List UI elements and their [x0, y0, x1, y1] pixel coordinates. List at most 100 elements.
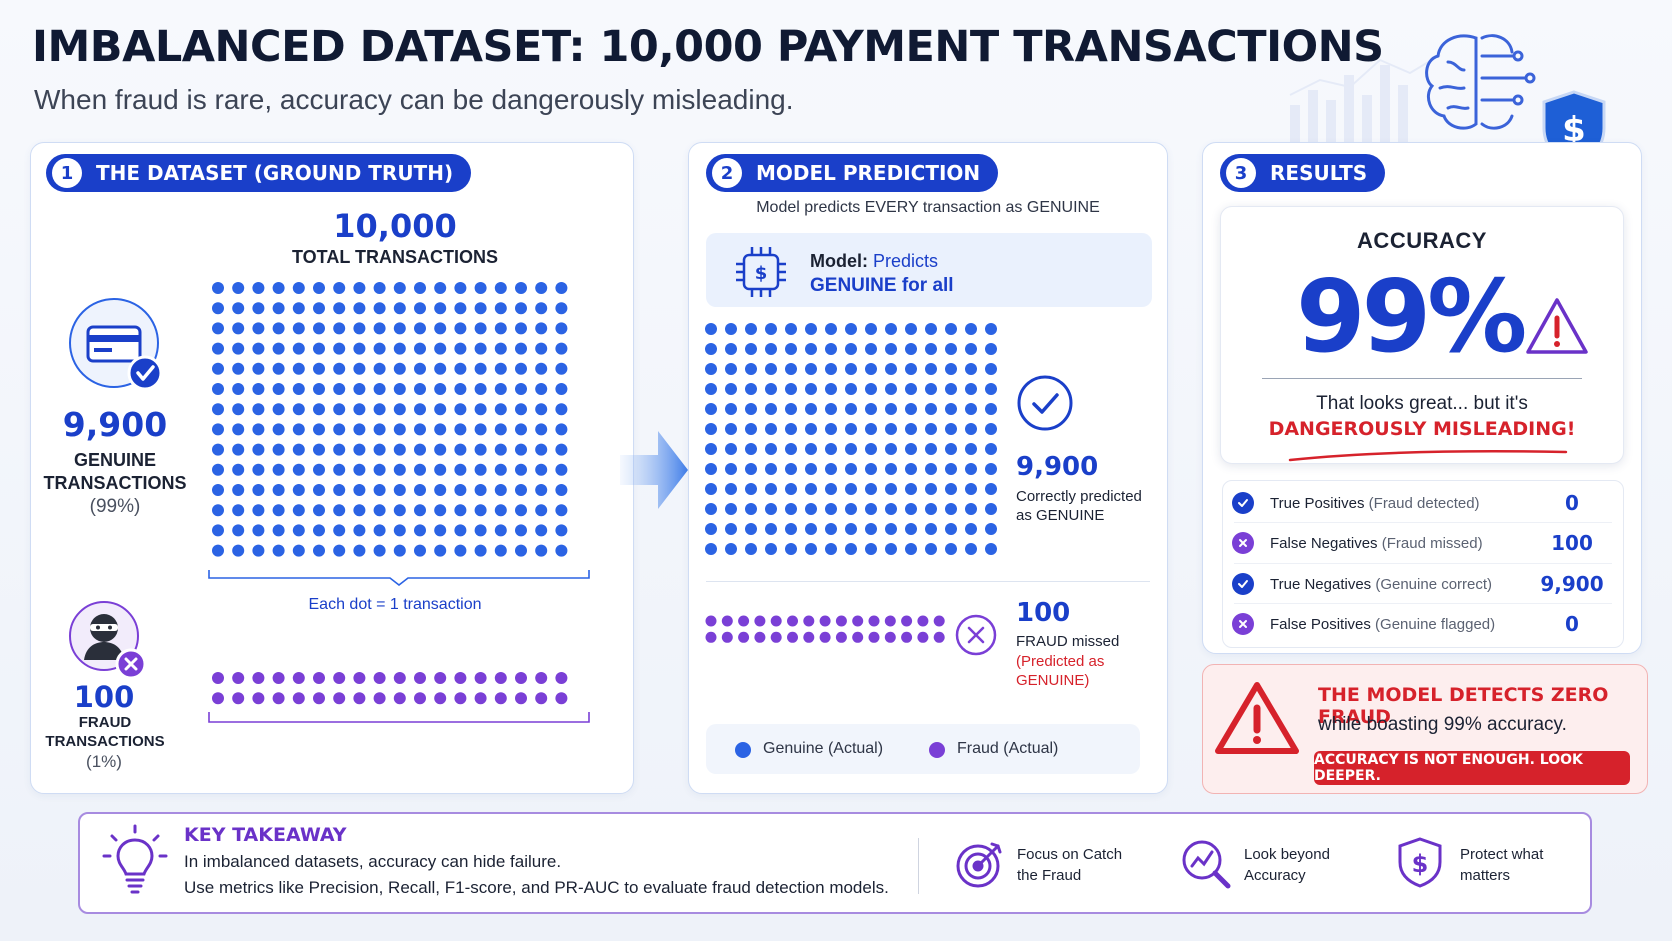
warning-triangle-icon [1526, 298, 1588, 354]
metric-value: 100 [1551, 531, 1593, 555]
transaction-dot [515, 362, 527, 375]
transaction-dot [985, 503, 997, 515]
transaction-dot [373, 544, 386, 557]
transaction-dot [965, 443, 977, 455]
transaction-dot [785, 543, 797, 555]
transaction-dot [252, 524, 265, 537]
takeaway-item-label: Look beyond Accuracy [1244, 846, 1330, 884]
model-summary-box [706, 233, 1152, 307]
transaction-dot [212, 544, 224, 557]
transaction-dot [313, 362, 325, 375]
transaction-dot [705, 323, 717, 335]
transaction-dot [373, 282, 386, 294]
transaction-dot [555, 423, 568, 436]
transaction-dot [805, 363, 817, 375]
transaction-dot [745, 403, 757, 415]
alert-title: THE MODEL DETECTS ZERO FRAUD [1318, 684, 1609, 728]
transaction-dot [745, 423, 757, 435]
transaction-dot [765, 383, 777, 395]
transaction-dot [393, 484, 406, 496]
transaction-dot [474, 302, 487, 315]
transaction-dot [535, 504, 548, 517]
genuine-label: GENUINE TRANSACTIONS [43, 450, 187, 493]
transaction-dot [212, 302, 224, 315]
transaction-dot [985, 363, 997, 375]
transaction-dot [985, 383, 997, 395]
transaction-dot [721, 615, 733, 627]
transaction-dot [825, 323, 837, 335]
transaction-dot [555, 383, 568, 395]
transaction-dot [705, 631, 717, 643]
transaction-dot [805, 443, 817, 455]
transaction-dot [905, 503, 917, 515]
missed-note: (Predicted as GENUINE) [1016, 653, 1105, 689]
transaction-dot [925, 543, 937, 555]
transaction-dot [272, 423, 285, 436]
transaction-dot [474, 403, 487, 416]
transaction-dot [985, 443, 997, 455]
transaction-dot [474, 443, 487, 456]
transaction-dot [414, 544, 426, 557]
transaction-dot [333, 443, 346, 456]
transaction-dot [232, 282, 245, 294]
transaction-dot [434, 463, 447, 476]
transaction-dot [901, 631, 913, 643]
transaction-dot [434, 282, 447, 294]
transaction-dot [414, 342, 426, 355]
transaction-dot [555, 403, 568, 416]
transaction-dot [454, 383, 467, 395]
transaction-dot [252, 302, 265, 315]
transaction-dot [965, 503, 977, 515]
transaction-dot [434, 302, 447, 315]
transaction-dot [353, 423, 366, 436]
transaction-dot [212, 322, 224, 335]
transaction-dot [353, 302, 366, 315]
metric-label: True Positives (Fraud detected) [1270, 494, 1480, 512]
transaction-dot [865, 483, 877, 495]
transaction-dot [515, 403, 527, 416]
transaction-dot [865, 323, 877, 335]
transaction-dot [805, 423, 817, 435]
key-takeaway-box [78, 812, 1592, 914]
transaction-dot [865, 403, 877, 415]
transaction-dot [373, 322, 386, 335]
correct-count: 9,900 [1016, 452, 1099, 482]
transaction-dot [474, 463, 487, 476]
transaction-dot [212, 463, 224, 476]
model-predicts: Predicts [873, 251, 939, 271]
transaction-dot [835, 615, 847, 627]
takeaway-line-1: In imbalanced datasets, accuracy can hid… [184, 852, 562, 871]
transaction-dot [535, 322, 548, 335]
transaction-dot [555, 463, 568, 476]
divider [706, 581, 1150, 582]
transaction-dot [785, 323, 797, 335]
transaction-dot [333, 322, 346, 335]
divider [1234, 563, 1612, 564]
transaction-dot [785, 483, 797, 495]
transaction-dot [925, 383, 937, 395]
transaction-dot [393, 463, 406, 476]
transaction-dot [434, 524, 447, 537]
transaction-dot [373, 692, 386, 705]
transaction-dot [885, 403, 897, 415]
predicted-genuine-dot-grid [705, 323, 997, 555]
transaction-dot [353, 463, 366, 476]
transaction-dot [313, 544, 325, 557]
transaction-dot [232, 342, 245, 355]
transaction-dot [721, 631, 733, 643]
transaction-dot [454, 342, 467, 355]
step-number: 3 [1226, 158, 1256, 188]
transaction-dot [725, 423, 737, 435]
transaction-dot [313, 672, 325, 684]
transaction-dot [535, 282, 548, 294]
transaction-dot [845, 543, 857, 555]
transaction-dot [454, 463, 467, 476]
transaction-dot [515, 302, 527, 315]
transaction-dot [865, 463, 877, 475]
transaction-dot [333, 672, 346, 684]
thief-icon [69, 601, 147, 680]
dollar-shield-icon: $ [1398, 837, 1442, 888]
transaction-dot [232, 692, 245, 705]
transaction-dot [825, 503, 837, 515]
transaction-dot [434, 443, 447, 456]
